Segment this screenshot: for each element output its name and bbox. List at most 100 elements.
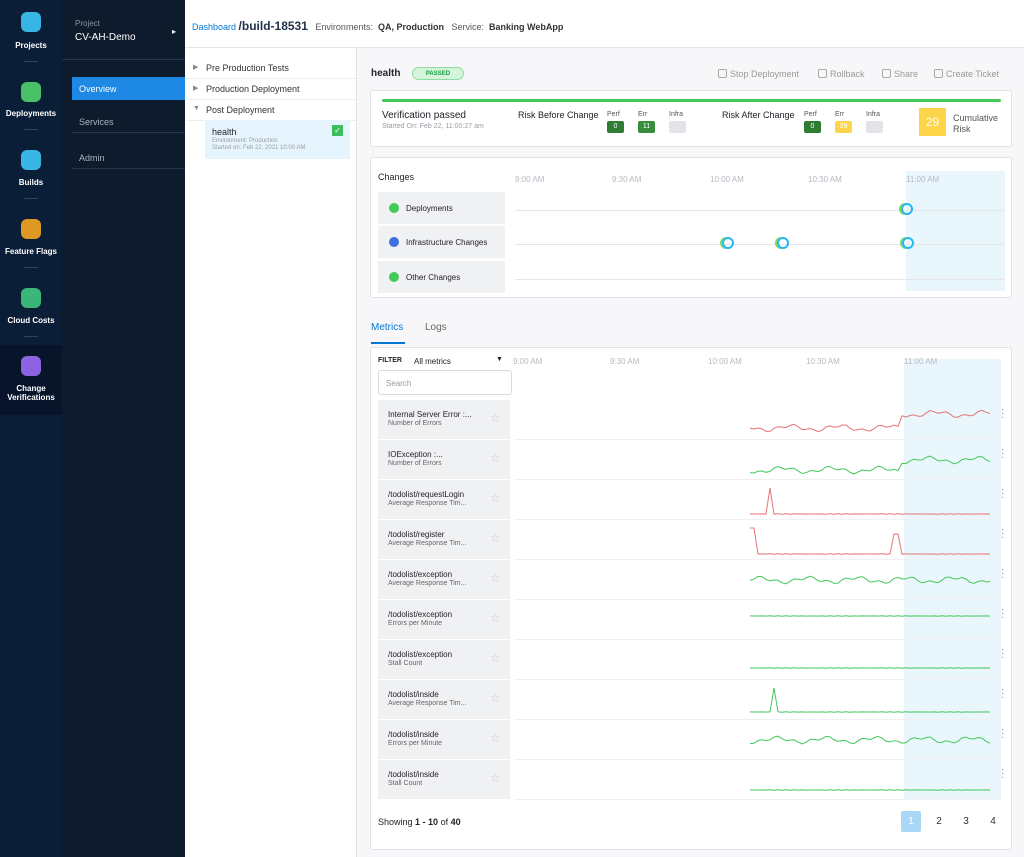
row-divider [515,799,1001,800]
star[interactable]: ☆ [490,611,501,625]
risk-score: 0 [804,121,821,133]
star[interactable]: ☆ [490,531,501,545]
change-marker[interactable] [901,203,913,215]
change-type[interactable]: Deployments [406,204,453,213]
metric-row [378,440,510,479]
page-button[interactable]: 3 [963,816,969,827]
more[interactable]: · · · [1001,524,1005,543]
text: Risk [953,124,971,134]
metric-row [378,520,510,559]
more[interactable]: · · · [1001,484,1005,503]
divider [24,61,38,62]
metric-row [378,680,510,719]
action-icon[interactable] [718,69,727,78]
star[interactable]: ☆ [490,691,501,705]
tree-item[interactable] [205,120,350,159]
metric-name[interactable]: IOException :... [388,450,443,459]
star[interactable]: ☆ [490,451,501,465]
metric-sub: Average Response Tim... [388,580,467,587]
change-icon [389,237,399,247]
metric-name[interactable]: /todolist/inside [388,690,439,699]
more[interactable]: · · · [1001,764,1005,783]
time-label: 9:30 AM [612,175,642,184]
star[interactable]: ☆ [490,411,501,425]
metric-name[interactable]: Internal Server Error :... [388,410,472,419]
menu-item[interactable]: Overview [72,77,185,100]
risk-cat: Perf [804,111,817,118]
page-button[interactable]: 4 [990,816,996,827]
more[interactable]: · · · [1001,684,1005,703]
row-divider [515,759,1001,760]
action-icon[interactable] [882,69,891,78]
metric-name[interactable]: /todolist/exception [388,610,453,619]
action[interactable]: Rollback [830,69,865,79]
nav-item[interactable]: Feature Flags [4,247,57,256]
metric-name[interactable]: /todolist/exception [388,650,453,659]
tree-group[interactable]: Pre Production Tests [206,63,289,73]
text: 1 - 10 [415,817,439,827]
metric-name[interactable]: /todolist/exception [388,570,453,579]
metric-name[interactable]: /todolist/register [388,530,445,539]
time-label: 9:00 AM [513,357,543,366]
tree-group[interactable]: Post Deployment [206,105,275,115]
change-type[interactable]: Other Changes [406,273,461,282]
tab[interactable]: Logs [425,322,447,333]
divider [24,267,38,268]
change-type[interactable]: Infrastructure Changes [406,238,488,247]
menu-item[interactable]: Admin [72,146,185,169]
div [371,342,405,344]
action[interactable]: Create Ticket [946,69,1000,79]
nav-item[interactable]: Change Verifications [7,384,55,402]
page-button[interactable]: 2 [936,816,942,827]
search-input[interactable]: Search [378,370,512,395]
nav-icon[interactable] [21,150,41,170]
div: ▼ [496,356,503,363]
change-marker[interactable] [902,237,914,249]
risk-cat: Infra [866,111,881,118]
text: Showing [378,817,413,827]
time-label: 11:00 AM [904,357,938,366]
tree-group[interactable]: Production Deployment [206,84,300,94]
nav-item[interactable]: Projects [15,41,47,50]
time-label: 10:30 AM [806,357,840,366]
tab[interactable]: Metrics [371,322,404,333]
nav-icon[interactable] [21,356,41,376]
star[interactable]: ☆ [490,571,501,585]
metric-row [378,760,510,799]
more[interactable]: · · · [1001,564,1005,583]
more[interactable]: · · · [1001,404,1005,423]
more[interactable]: · · · [1001,444,1005,463]
metric-row [378,560,510,599]
metric-row [378,480,510,519]
risk-label: Risk After Change [722,110,795,120]
page-button[interactable]: 1 [901,811,921,832]
divider [186,78,356,79]
more[interactable]: · · · [1001,724,1005,743]
metric-sub: Stall Count [388,780,423,787]
action[interactable]: Stop Deployment [730,69,800,79]
action-icon[interactable] [934,69,943,78]
nav-icon[interactable] [21,219,41,239]
star[interactable]: ☆ [490,771,501,785]
star[interactable]: ☆ [490,491,501,505]
nav-icon[interactable] [21,82,41,102]
menu-item[interactable]: Services [72,110,185,133]
pipeline-tree [185,48,357,857]
action[interactable]: Share [894,69,919,79]
more[interactable]: · · · [1001,644,1005,663]
nav-item[interactable]: Builds [18,178,44,187]
nav-icon[interactable] [21,288,41,308]
star[interactable]: ☆ [490,651,501,665]
nav-item[interactable]: Deployments [5,109,57,118]
nav-item[interactable]: Cloud Costs [7,316,55,325]
change-marker[interactable] [777,237,789,249]
change-marker[interactable] [722,237,734,249]
metric-name[interactable]: /todolist/inside [388,770,439,779]
nav-icon[interactable] [21,12,41,32]
more[interactable]: · · · [1001,604,1005,623]
metric-name[interactable]: /todolist/inside [388,730,439,739]
action-icon[interactable] [818,69,827,78]
star[interactable]: ☆ [490,731,501,745]
metric-name[interactable]: /todolist/requestLogin [388,490,465,499]
